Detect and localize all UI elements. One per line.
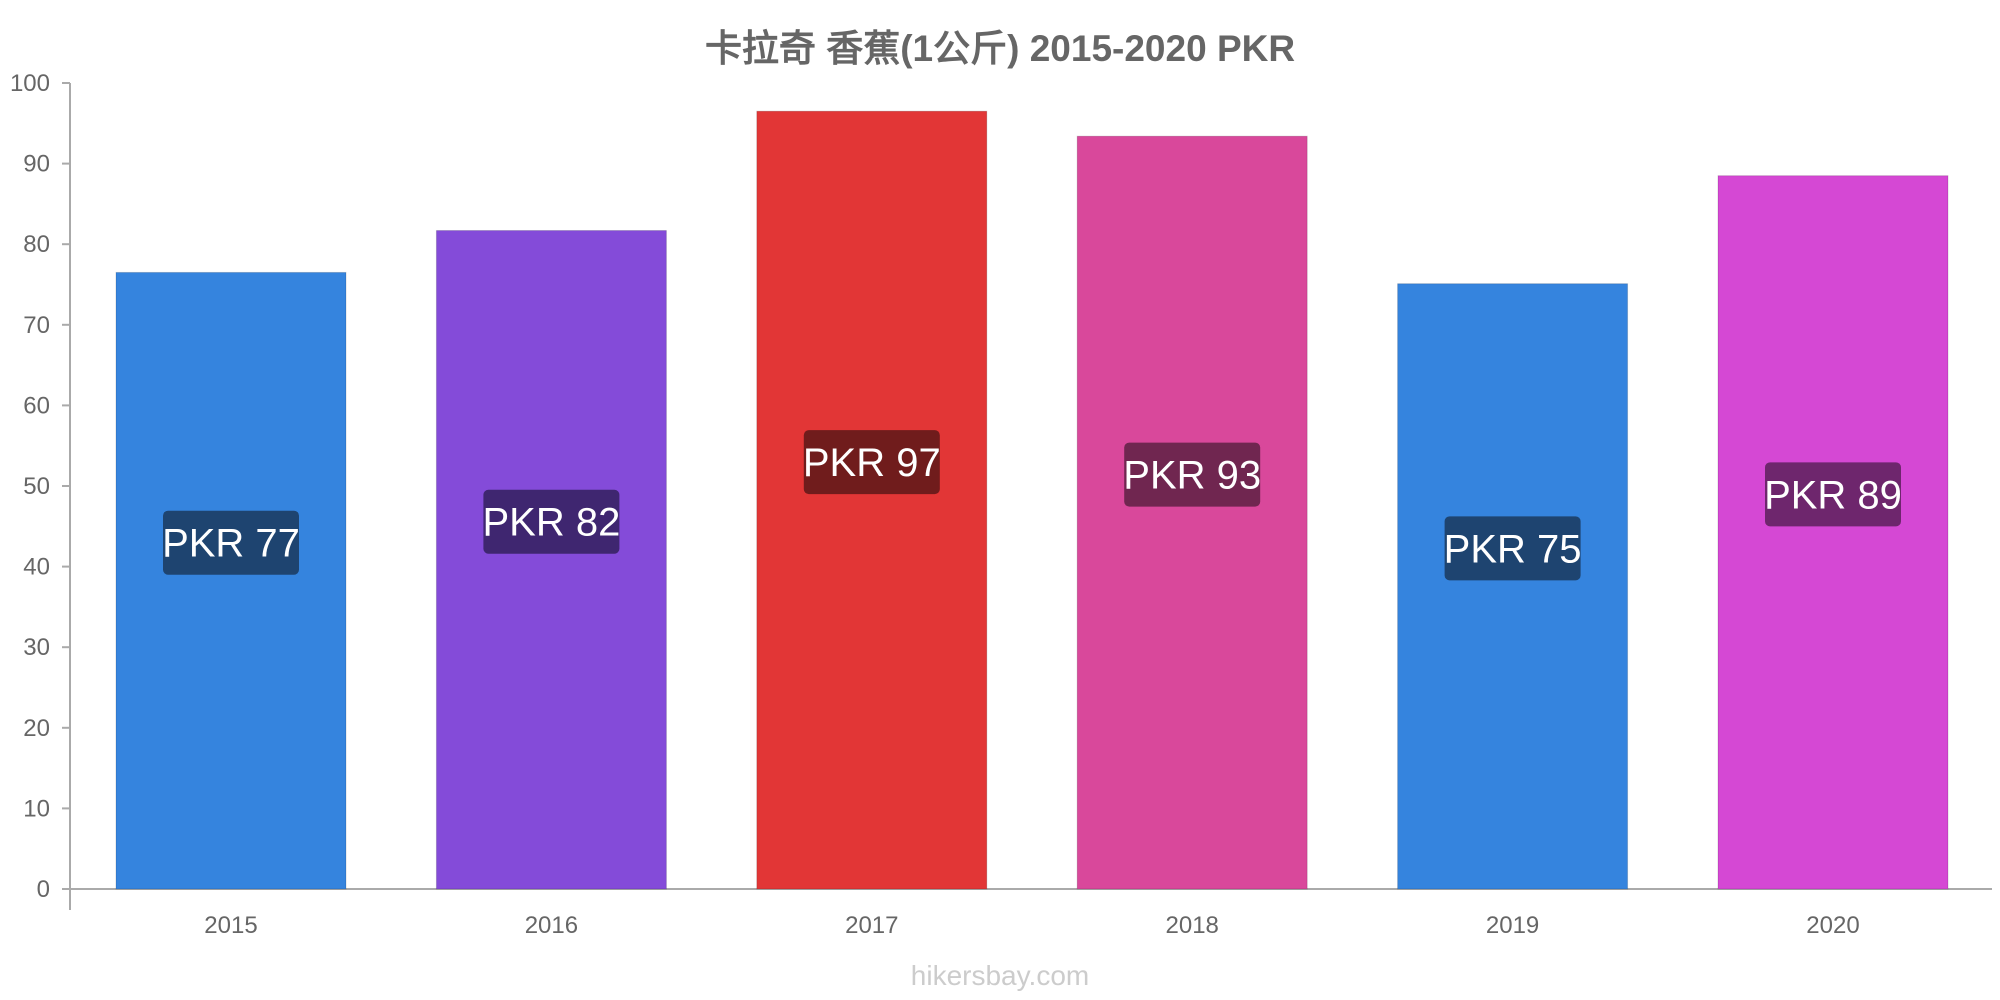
bar-2016 <box>435 229 667 890</box>
y-tick-label: 90 <box>23 151 50 178</box>
x-tick-label: 2020 <box>1806 912 1859 939</box>
data-label-box <box>1444 516 1581 581</box>
bar-2019 <box>1397 283 1629 890</box>
data-label: PKR 77 <box>162 522 300 566</box>
data-label-box <box>1765 462 1901 527</box>
x-tick-label: 2015 <box>204 912 257 939</box>
data-label-box <box>803 430 940 495</box>
y-tick-label: 40 <box>23 554 50 581</box>
data-label-box <box>163 510 299 575</box>
data-label-box <box>1124 442 1261 507</box>
y-tick-label: 50 <box>23 473 50 500</box>
y-tick-label: 10 <box>23 795 50 822</box>
y-tick-label: 20 <box>23 715 50 742</box>
y-tick-label: 100 <box>10 70 50 97</box>
x-tick-label: 2017 <box>845 912 898 939</box>
x-tick-label: 2018 <box>1166 912 1219 939</box>
data-label: PKR 93 <box>1123 454 1261 498</box>
y-tick-label: 80 <box>23 231 50 258</box>
bar-2020 <box>1717 175 1949 890</box>
data-label: PKR 89 <box>1764 473 1902 517</box>
y-tick-label: 70 <box>23 312 50 339</box>
watermark: hikersbay.com <box>910 960 1090 991</box>
x-tick-label: 2016 <box>525 912 578 939</box>
x-tick-label: 2019 <box>1486 912 1539 939</box>
data-label: PKR 75 <box>1444 527 1582 571</box>
bar-2015 <box>115 271 347 890</box>
data-label: PKR 97 <box>803 441 941 485</box>
y-tick-label: 30 <box>23 634 50 661</box>
chart-title: 卡拉奇 香蕉(1公斤) 2015-2020 PKR <box>704 28 1296 69</box>
data-label: PKR 82 <box>482 501 620 545</box>
bar-2018 <box>1076 135 1308 890</box>
bar-2017 <box>756 110 988 890</box>
data-label-box <box>483 489 620 554</box>
y-tick-label: 60 <box>23 392 50 419</box>
y-tick-label: 0 <box>37 876 50 903</box>
